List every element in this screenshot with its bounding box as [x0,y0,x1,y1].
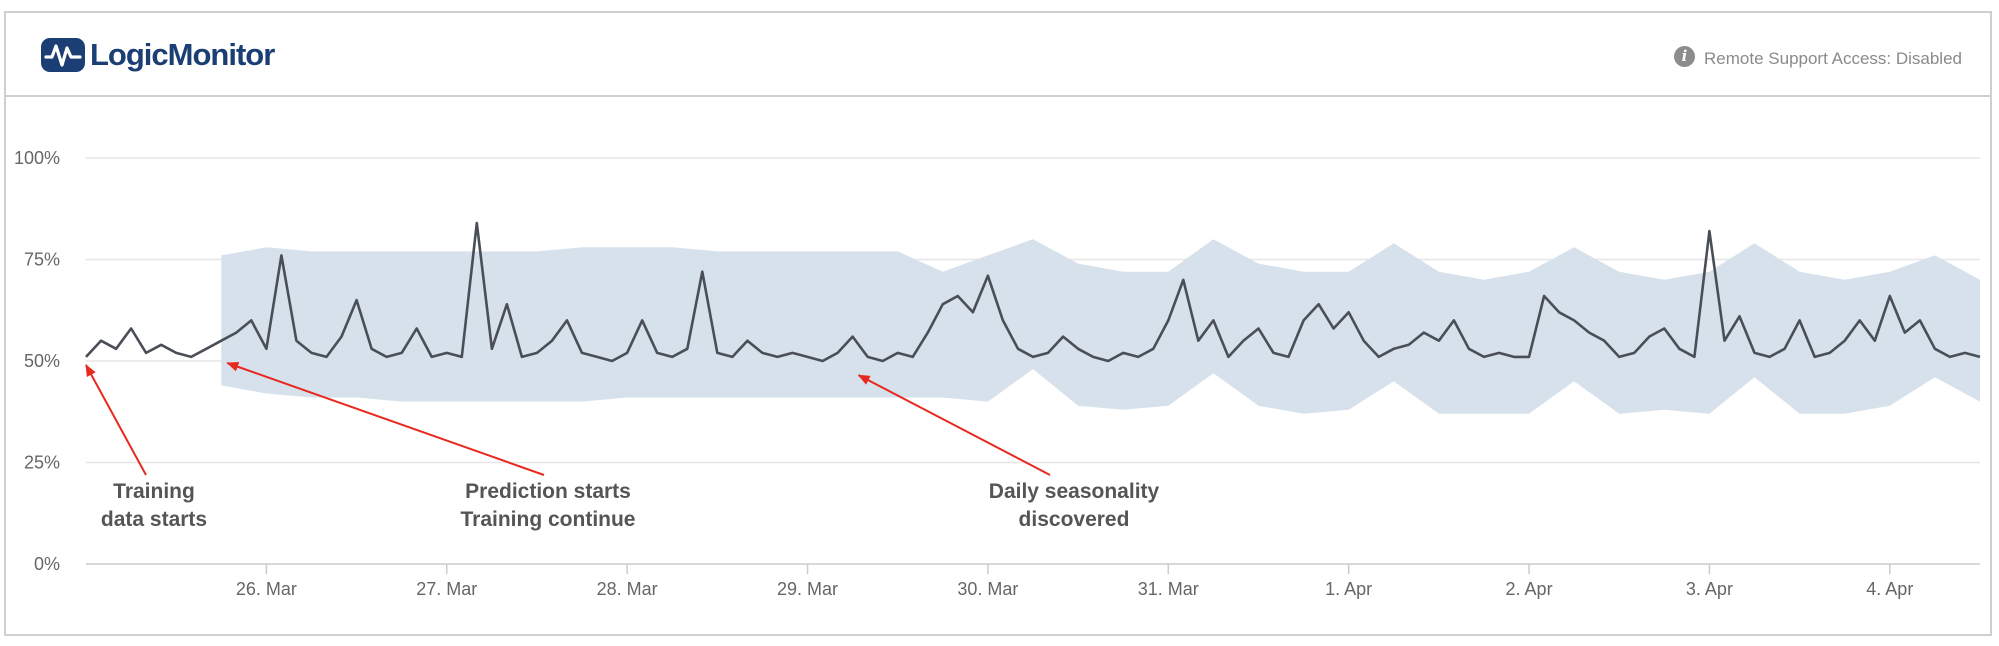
x-tick-label: 27. Mar [416,579,477,599]
annotation-label: Training continue [460,508,635,531]
app-header: LogicMonitor i Remote Support Access: Di… [6,13,1990,97]
line-layer [85,221,1981,363]
y-tick-label: 50% [24,351,60,371]
y-tick-label: 25% [24,453,60,473]
axis-layer: 0% 25% 50% 75% 100% 26. Mar 27. Mar 28. Mar 29. … [14,148,1913,599]
band-layer [221,239,1980,414]
x-tick-label: 28. Mar [597,579,658,599]
annotation-layer: Training data starts Prediction starts Trai… [85,361,1160,531]
x-tick-label: 1. Apr [1325,579,1372,599]
annotation-label: discovered [1019,508,1130,531]
x-tick-label: 29. Mar [777,579,838,599]
y-tick-label: 100% [14,148,60,168]
brand-name: LogicMonitor [90,37,276,73]
x-tick-label: 2. Apr [1506,579,1553,599]
series-line [85,221,1981,363]
brand-monitor: Monitor [167,37,276,72]
brand-logo[interactable]: LogicMonitor [40,37,276,73]
annotation-arrow [85,364,147,476]
remote-support-status: i Remote Support Access: Disabled [1674,45,1962,69]
brand-logic: Logic [90,37,169,72]
annotation-label: Daily seasonality [989,480,1160,503]
pulse-logo-icon [41,38,85,72]
y-tick-label: 0% [34,554,60,574]
x-tick-label: 3. Apr [1686,579,1733,599]
prediction-band [221,239,1980,414]
x-tick-label: 30. Mar [957,579,1018,599]
annotation-label: Training [113,480,195,503]
x-tick-label: 4. Apr [1866,579,1913,599]
x-tick-label: 26. Mar [236,579,297,599]
x-tick-label: 31. Mar [1138,579,1199,599]
info-icon[interactable]: i [1674,45,1696,67]
annotation-arrow [857,374,1051,476]
y-tick-label: 75% [24,250,60,270]
annotation-label: data starts [101,508,207,531]
annotation-label: Prediction starts [465,480,631,503]
annotation-arrow [226,361,545,476]
remote-support-text: Remote Support Access: Disabled [1704,49,1962,68]
